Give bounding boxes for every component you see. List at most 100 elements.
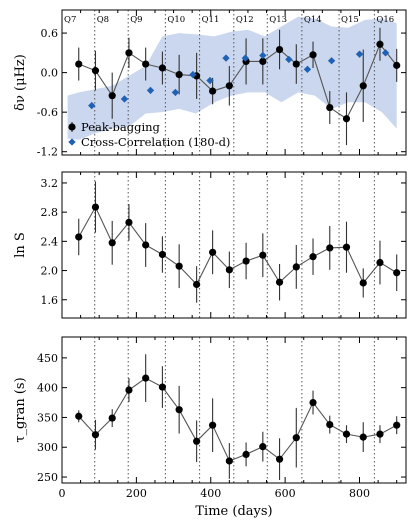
legend-marker xyxy=(68,138,76,146)
cc-point xyxy=(206,76,214,85)
x-tick-label: 200 xyxy=(126,487,147,500)
data-point xyxy=(309,398,317,407)
y-axis-label: ln S xyxy=(13,232,28,258)
data-point xyxy=(275,278,284,286)
data-point xyxy=(259,251,267,259)
data-point xyxy=(393,269,401,277)
cc-point xyxy=(146,86,155,95)
data-point xyxy=(376,430,384,438)
data-point xyxy=(342,243,351,251)
data-point xyxy=(175,262,183,270)
y-tick-label: 0.0 xyxy=(41,67,59,80)
y-tick-label: 250 xyxy=(37,471,58,484)
panels: -1.2 -0.6 0.0 0.6 δν (μHz) Q7 Q8 Q9 Q10 Q11 Q12 Q13… xyxy=(13,9,407,519)
panel-3: 250 300 350 400 450 0 200 400 600 800 τ_gran (s) Ti… xyxy=(13,336,407,519)
x-tick-label: 600 xyxy=(275,487,296,500)
uncertainty-band xyxy=(67,16,397,140)
y-tick-label: -0.6 xyxy=(37,106,58,119)
quarter-label: Q12 xyxy=(236,15,254,25)
plot-area xyxy=(75,337,401,483)
data-point xyxy=(91,203,100,211)
data-point xyxy=(158,250,167,259)
data-point xyxy=(376,258,384,267)
data-point xyxy=(193,280,201,289)
data-point xyxy=(309,51,317,59)
data-point xyxy=(142,374,150,382)
data-point xyxy=(326,103,334,112)
cc-point xyxy=(120,95,129,103)
quarter-label: Q7 xyxy=(64,15,76,25)
data-point xyxy=(393,61,401,69)
data-point xyxy=(91,431,100,439)
y-tick-label: 350 xyxy=(37,411,58,424)
data-point xyxy=(108,92,116,100)
plot-area xyxy=(75,172,401,318)
data-point xyxy=(326,244,334,252)
data-point xyxy=(342,115,351,123)
x-tick-label: 0 xyxy=(59,487,66,500)
y-tick-label: 2.0 xyxy=(41,265,59,278)
cc-point xyxy=(381,49,390,57)
y-axis-label: δν (μHz) xyxy=(13,54,28,111)
data-point xyxy=(359,279,367,287)
y-tick-label: 0.6 xyxy=(41,27,59,40)
cc-point xyxy=(285,55,293,64)
x-tick-label: 400 xyxy=(200,487,221,500)
quarter-label: Q9 xyxy=(130,15,142,25)
x-tick-label: 800 xyxy=(349,487,370,500)
data-point xyxy=(125,218,133,226)
data-point xyxy=(292,60,300,68)
data-point xyxy=(175,406,183,414)
data-point xyxy=(225,266,233,274)
quarter-label: Q15 xyxy=(341,15,359,25)
data-point xyxy=(75,233,83,241)
data-point xyxy=(242,450,250,458)
data-point xyxy=(175,70,183,79)
data-point xyxy=(309,253,317,261)
data-point xyxy=(359,82,367,90)
data-point xyxy=(326,421,334,429)
data-point xyxy=(275,45,284,54)
data-point xyxy=(209,248,217,256)
data-point xyxy=(209,87,217,95)
quarter-label: Q14 xyxy=(304,15,322,25)
cc-point xyxy=(355,50,364,58)
y-tick-label: 300 xyxy=(37,441,58,454)
data-point xyxy=(193,437,201,445)
plot-area xyxy=(67,10,401,155)
axes-frame xyxy=(61,171,407,319)
panel-1: -1.2 -0.6 0.0 0.6 δν (μHz) Q7 Q8 Q9 Q10 Q11 Q12 Q13… xyxy=(13,9,407,159)
quarter-label: Q8 xyxy=(97,15,109,25)
data-point xyxy=(225,82,233,90)
axes-frame xyxy=(61,336,407,484)
data-point xyxy=(158,64,167,72)
y-tick-label: 400 xyxy=(37,382,58,395)
y-tick-label: 2.8 xyxy=(41,206,59,219)
legend-label: Peak-bagging xyxy=(81,120,161,134)
y-tick-label: -1.2 xyxy=(37,146,58,159)
x-axis-label: Time (days) xyxy=(195,504,272,519)
data-point xyxy=(108,414,116,422)
y-axis-label: τ_gran (s) xyxy=(13,377,28,442)
y-tick-label: 450 xyxy=(37,352,58,365)
data-point xyxy=(292,263,300,271)
data-point xyxy=(359,433,367,441)
data-point xyxy=(125,49,133,57)
quarter-label: Q10 xyxy=(167,15,185,25)
cc-point xyxy=(327,57,336,65)
data-point xyxy=(292,434,300,442)
data-point xyxy=(108,239,116,247)
data-point xyxy=(225,457,233,465)
cc-point xyxy=(88,101,96,110)
data-point xyxy=(259,57,267,66)
data-point xyxy=(75,60,83,68)
quarter-label: Q16 xyxy=(376,15,394,25)
quarter-label: Q11 xyxy=(202,15,220,25)
quarter-label: Q13 xyxy=(269,15,287,25)
data-point xyxy=(91,67,100,75)
data-point xyxy=(342,430,351,438)
data-point xyxy=(275,455,284,463)
axes-frame xyxy=(61,9,407,156)
